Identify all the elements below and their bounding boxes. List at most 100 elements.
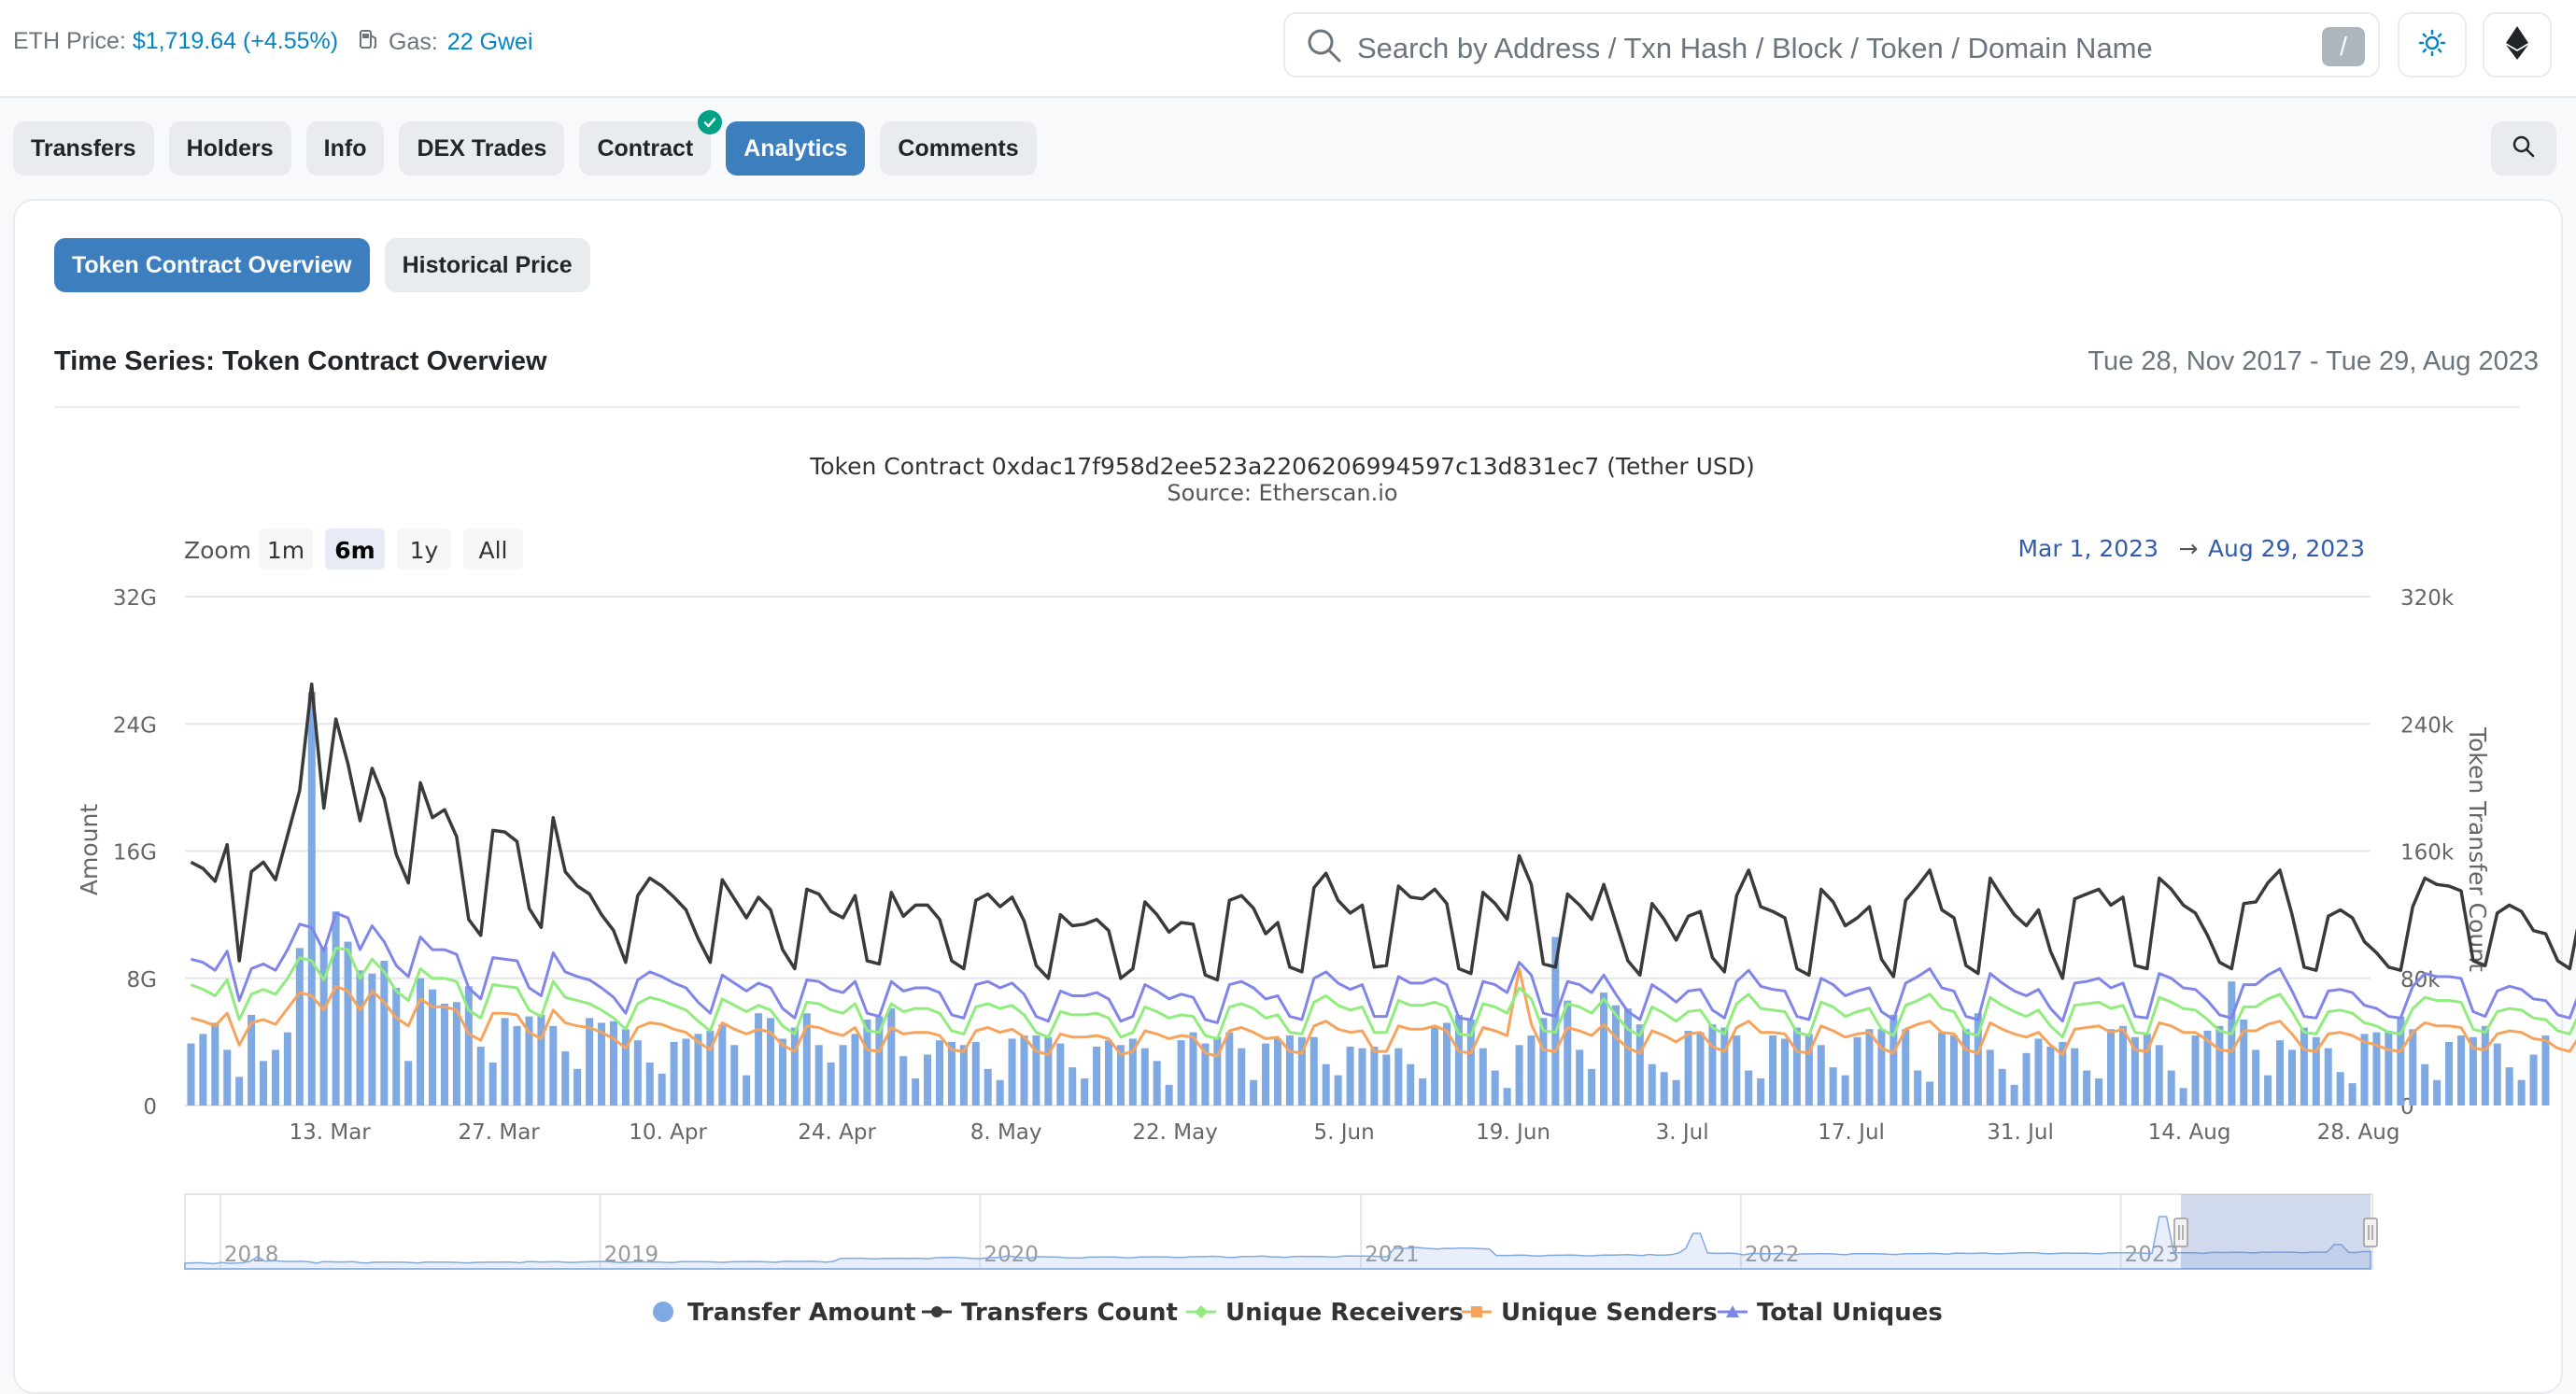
transfer-amount-bar xyxy=(2228,981,2235,1105)
legend-unique-senders[interactable]: Unique Senders xyxy=(1462,1299,1718,1327)
transfers-count-line xyxy=(191,684,2576,980)
transfer-amount-bar xyxy=(417,979,424,1105)
zoom-1y-button[interactable]: 1y xyxy=(397,528,451,570)
transfer-amount-bar xyxy=(1394,1049,1402,1105)
transfer-amount-bar xyxy=(2011,1085,2018,1105)
transfer-amount-bar xyxy=(1310,1037,1318,1105)
zoom-6m-button[interactable]: 6m xyxy=(325,528,385,570)
transfer-amount-bar xyxy=(1649,1064,1656,1105)
left-axis-tick: 8G xyxy=(127,968,157,993)
legend-circle-icon xyxy=(653,1302,673,1322)
left-axis-tick: 16G xyxy=(113,841,157,866)
transfer-amount-bar xyxy=(2046,1047,2054,1105)
x-axis-tick: 10. Apr xyxy=(629,1120,707,1145)
transfer-amount-bar xyxy=(1950,1035,1958,1105)
transfer-amount-bar xyxy=(743,1076,750,1105)
transfer-amount-bar xyxy=(284,1033,291,1105)
right-axis-tick: 80k xyxy=(2400,968,2441,993)
navigator-selection[interactable] xyxy=(2181,1194,2371,1269)
transfer-amount-bar xyxy=(2421,1064,2428,1105)
transfer-amount-bar xyxy=(1757,1078,1764,1105)
transfer-amount-bar xyxy=(1238,1049,1245,1105)
legend-unique-receivers-label: Unique Receivers xyxy=(1225,1299,1464,1327)
transfer-amount-bar xyxy=(1600,993,1607,1105)
transfer-amount-bar xyxy=(1419,1078,1426,1105)
transfer-amount-bar xyxy=(1021,1035,1028,1105)
x-axis-tick: 14. Aug xyxy=(2148,1120,2231,1145)
transfer-amount-bar xyxy=(1492,1071,1499,1105)
transfer-amount-bar xyxy=(646,1063,654,1105)
navigator[interactable]: 201820192020202120222023 xyxy=(185,1194,2377,1269)
navigator-right-handle[interactable] xyxy=(2364,1218,2377,1246)
transfer-amount-bar xyxy=(2518,1080,2526,1105)
transfer-amount-bar xyxy=(2180,1088,2187,1105)
transfer-amount-bar xyxy=(1769,1035,1776,1105)
transfer-amount-bar xyxy=(380,961,388,1105)
transfer-amount-bar xyxy=(828,1063,835,1105)
legend-transfers-count[interactable]: Transfers Count xyxy=(922,1299,1178,1327)
left-axis-tick: 32G xyxy=(113,586,157,611)
transfer-amount-bar xyxy=(1093,1047,1100,1105)
transfer-amount-bar xyxy=(1178,1040,1185,1105)
transfer-amount-bar xyxy=(1830,1067,1837,1105)
transfer-amount-bar xyxy=(2325,1049,2332,1105)
transfer-amount-bar xyxy=(1044,1037,1052,1105)
transfer-amount-bar xyxy=(1987,1049,1994,1105)
transfer-amount-bar xyxy=(441,1004,448,1105)
range-from-input[interactable]: Mar 1, 2023 xyxy=(2017,535,2158,562)
transfer-amount-bar xyxy=(1914,1071,1921,1105)
transfer-amount-bar xyxy=(2192,1035,2200,1105)
x-axis-tick: 8. May xyxy=(970,1120,1042,1145)
transfer-amount-bar xyxy=(2445,1042,2453,1105)
transfer-amount-bar xyxy=(936,1040,943,1105)
transfer-amount-bar xyxy=(791,1028,799,1105)
transfer-amount-bar xyxy=(2276,1040,2284,1105)
transfer-amount-bar xyxy=(1081,1078,1088,1105)
transfer-amount-bar xyxy=(1225,1033,1233,1105)
transfer-amount-bar xyxy=(1069,1067,1076,1105)
transfer-amount-bar xyxy=(1720,1028,1728,1105)
navigator-left-handle[interactable] xyxy=(2174,1218,2187,1246)
transfer-amount-bar xyxy=(308,692,316,1105)
transfer-amount-bar xyxy=(1661,1072,1668,1105)
transfer-amount-bar xyxy=(718,1024,726,1105)
chart-grid xyxy=(185,597,2371,1105)
transfer-amount-bar xyxy=(1564,1001,1571,1105)
transfer-amount-bar xyxy=(1286,1035,1294,1105)
transfer-amount-bar xyxy=(755,1013,762,1105)
x-axis-tick: 17. Jul xyxy=(1818,1120,1885,1145)
transfer-amount-bar xyxy=(1262,1044,1269,1105)
transfer-amount-bar xyxy=(2083,1071,2090,1105)
zoom-1m-button[interactable]: 1m xyxy=(259,528,313,570)
transfer-amount-bar xyxy=(1274,1038,1281,1105)
transfer-amount-bar xyxy=(573,1069,581,1105)
legend-total-uniques[interactable]: Total Uniques xyxy=(1718,1299,1943,1327)
zoom-all-button[interactable]: All xyxy=(463,528,523,570)
transfer-amount-bar xyxy=(1141,1049,1149,1105)
left-axis-title: Amount xyxy=(76,804,103,895)
transfer-amount-bar xyxy=(1745,1071,1752,1105)
legend-transfer-amount[interactable]: Transfer Amount xyxy=(653,1299,916,1327)
x-axis-tick: 5. Jun xyxy=(1314,1120,1375,1145)
transfer-amount-bar xyxy=(2034,1038,2042,1105)
transfer-amount-bar xyxy=(2288,1049,2296,1105)
left-axis-tick: 24G xyxy=(113,713,157,738)
transfer-amount-bar xyxy=(2300,1028,2308,1105)
transfer-amount-bar xyxy=(296,948,304,1105)
transfer-amount-bar xyxy=(2433,1080,2441,1105)
transfer-amount-bar xyxy=(477,1047,485,1105)
transfer-amount-bar xyxy=(2409,1029,2416,1105)
transfer-amount-bar xyxy=(610,1021,617,1105)
legend-transfer-amount-label: Transfer Amount xyxy=(687,1299,916,1327)
transfer-amount-bar xyxy=(2107,1029,2115,1105)
transfer-amount-bar xyxy=(1842,1076,1849,1105)
transfer-amount-bar xyxy=(2168,1071,2175,1105)
range-to-input[interactable]: Aug 29, 2023 xyxy=(2208,535,2365,562)
legend-unique-receivers[interactable]: Unique Receivers xyxy=(1186,1299,1464,1327)
transfer-amount-bar xyxy=(1877,1029,1885,1105)
legend-total-uniques-label: Total Uniques xyxy=(1757,1299,1943,1327)
x-axis-tick: 31. Jul xyxy=(1987,1120,2054,1145)
transfer-amount-bar xyxy=(1154,1061,1161,1105)
transfer-amount-bar xyxy=(1938,1033,1946,1105)
